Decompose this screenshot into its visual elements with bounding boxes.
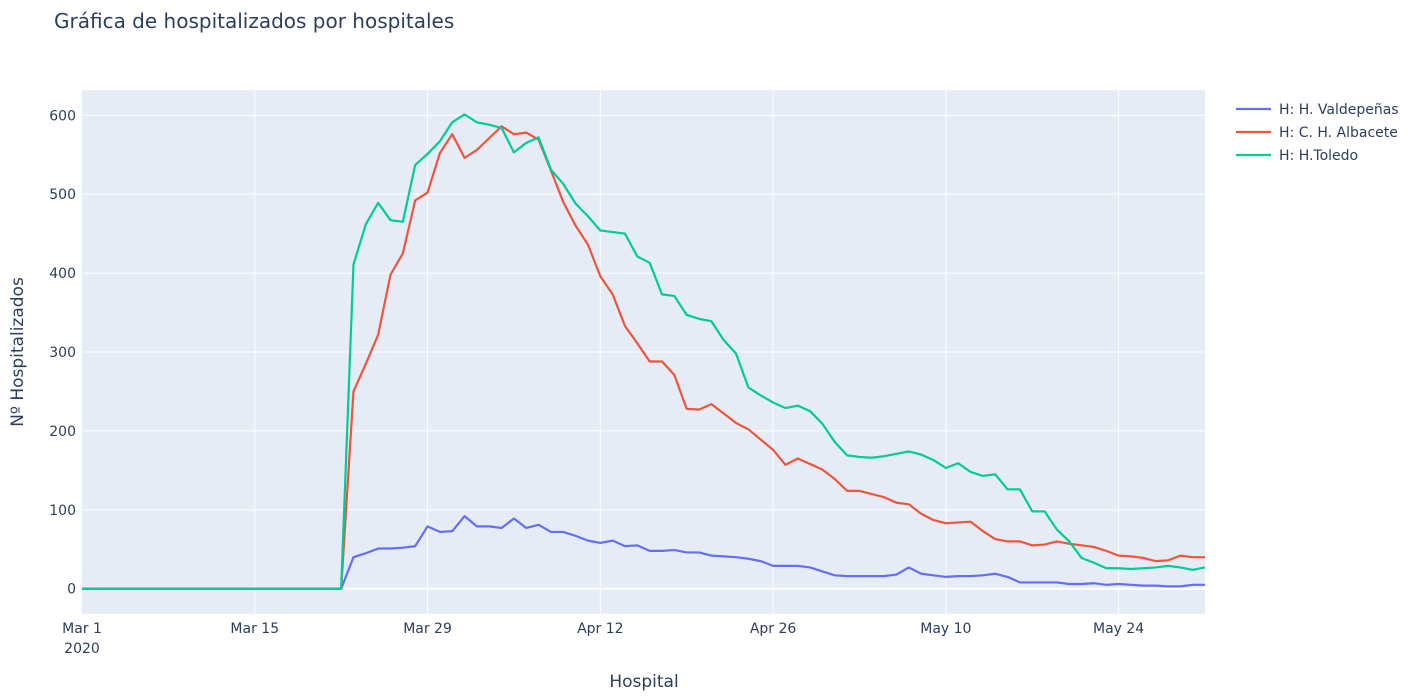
x-tick-sublabel: 2020 xyxy=(64,641,100,657)
y-tick-label: 200 xyxy=(49,424,76,440)
y-axis-title: Nº Hospitalizados xyxy=(8,277,28,427)
legend-item-2[interactable]: H: C. H. Albacete xyxy=(1236,125,1398,141)
legend-label: H: H.Toledo xyxy=(1279,148,1358,164)
series-line-3 xyxy=(82,113,1206,590)
legend-label: H: H. Valdepeñas xyxy=(1279,102,1399,118)
y-tick-label: 300 xyxy=(49,345,76,361)
x-tick-label: Apr 26 xyxy=(750,621,797,637)
series-line-2 xyxy=(82,125,1205,590)
x-axis-title: Hospital xyxy=(609,672,678,692)
x-tick-labels: Mar 1 2020 Mar 15 Mar 29 Apr 12 Apr 26 May 10 M… xyxy=(62,621,1144,657)
x-tick-label: May 24 xyxy=(1093,621,1144,637)
x-tick-label: Apr 12 xyxy=(577,621,623,637)
y-tick-label: 500 xyxy=(49,187,76,203)
y-tick-label: 100 xyxy=(49,503,76,519)
y-tick-label: 400 xyxy=(49,266,76,282)
series-line-1 xyxy=(82,515,1205,590)
y-tick-label: 0 xyxy=(67,582,76,598)
chart-title: Gráfica de hospitalizados por hospitales xyxy=(54,9,454,33)
y-tick-label: 600 xyxy=(49,108,76,124)
legend-label: H: C. H. Albacete xyxy=(1279,125,1398,141)
legend[interactable]: H: H. Valdepeñas H: C. H. Albacete H: H.To… xyxy=(1236,102,1399,164)
legend-item-1[interactable]: H: H. Valdepeñas xyxy=(1236,102,1399,118)
x-tick-label: Mar 1 xyxy=(62,621,102,637)
y-tick-labels: 0 100 200 300 400 500 600 xyxy=(49,108,76,597)
x-tick-label: Mar 29 xyxy=(403,621,452,637)
legend-item-3[interactable]: H: H.Toledo xyxy=(1236,148,1358,164)
x-tick-label: May 10 xyxy=(920,621,971,637)
series-lines xyxy=(82,113,1206,590)
x-tick-label: Mar 15 xyxy=(230,621,279,637)
